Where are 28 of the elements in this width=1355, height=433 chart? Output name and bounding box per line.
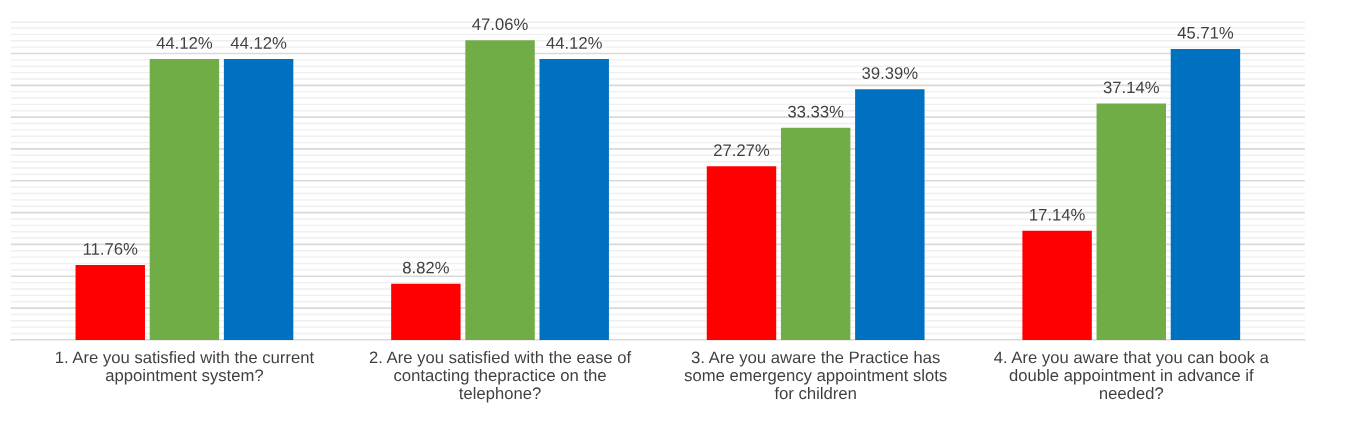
- bar: [1096, 103, 1166, 340]
- bar: [706, 166, 777, 340]
- bar: [75, 265, 145, 340]
- bar: [539, 59, 609, 340]
- bar: [223, 59, 294, 340]
- bar: [780, 127, 851, 340]
- data-label: 37.14%: [1103, 81, 1159, 94]
- x-tick-label: 2. Are you satisfied with the ease of contacting thepractice on the telephone?: [369, 351, 632, 403]
- data-label: 11.76%: [83, 243, 138, 255]
- x-tick-label: 3. Are you aware the Practice has some emergency appointment slots for children: [684, 351, 947, 400]
- x-tick-label: 4. Are you aware that you can book a double appointment in advance if needed?: [994, 351, 1269, 400]
- data-label: 33.33%: [788, 105, 844, 118]
- bar: [1170, 48, 1241, 340]
- data-label: 44.12%: [546, 37, 602, 49]
- bar: [149, 59, 220, 340]
- data-label: 8.82%: [402, 261, 449, 274]
- data-label: 44.12%: [230, 37, 287, 49]
- data-label: 17.14%: [1030, 208, 1085, 221]
- data-label: 44.12%: [156, 37, 213, 49]
- data-label: 47.06%: [472, 18, 528, 31]
- data-label: 27.27%: [714, 144, 770, 157]
- bar: [391, 283, 461, 340]
- bar: [1022, 230, 1092, 340]
- data-label: 45.71%: [1177, 26, 1234, 39]
- bar: [855, 89, 925, 340]
- bar: [465, 40, 535, 340]
- data-label: 39.39%: [862, 67, 918, 79]
- x-tick-label: 1. Are you satisfied with the current appointment system?: [56, 351, 315, 385]
